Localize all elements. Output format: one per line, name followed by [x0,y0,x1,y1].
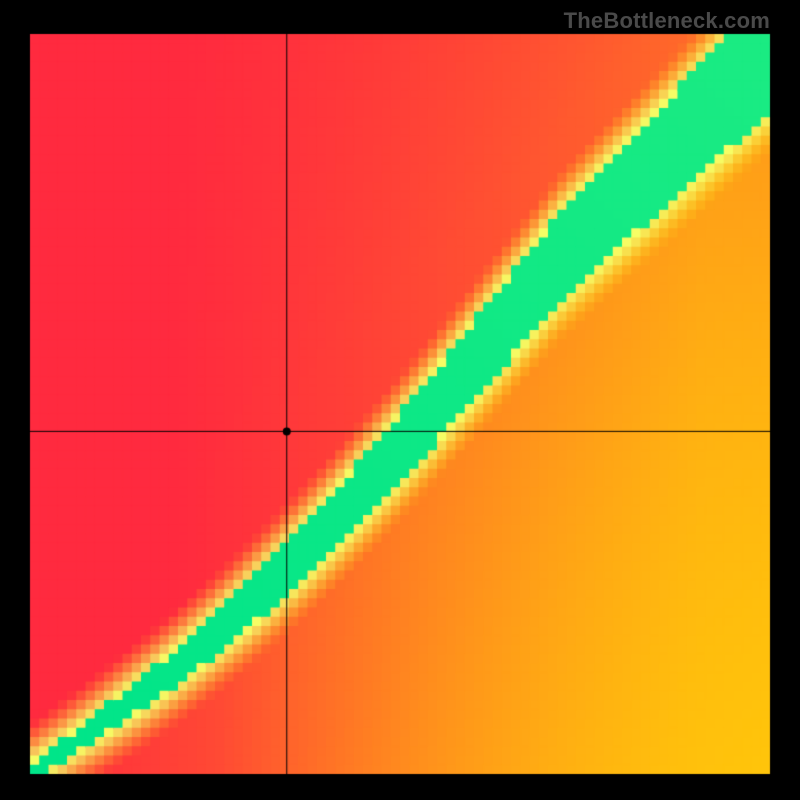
watermark-text: TheBottleneck.com [564,8,770,34]
bottleneck-heatmap [0,0,800,800]
chart-container: TheBottleneck.com [0,0,800,800]
